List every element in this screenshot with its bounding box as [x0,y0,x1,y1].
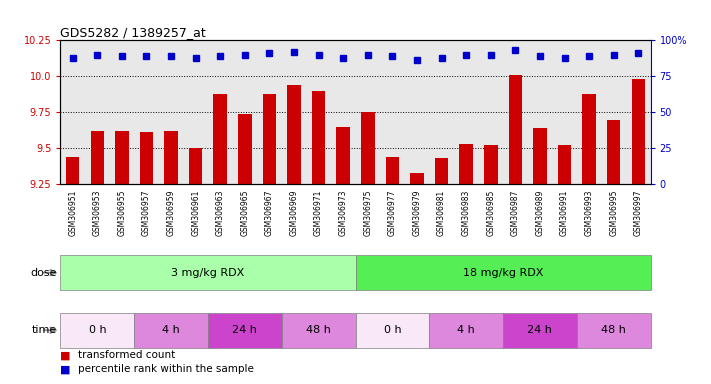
Bar [287,85,301,184]
Bar [164,131,178,184]
Text: GSM306953: GSM306953 [93,190,102,236]
Text: GSM306971: GSM306971 [314,190,323,236]
Bar [60,313,134,348]
Text: 0 h: 0 h [383,325,401,335]
Text: GSM306993: GSM306993 [584,190,594,236]
Bar [208,313,282,348]
Text: GSM306963: GSM306963 [215,190,225,236]
Bar [410,173,424,184]
Text: percentile rank within the sample: percentile rank within the sample [78,364,254,374]
Bar [429,313,503,348]
Text: GDS5282 / 1389257_at: GDS5282 / 1389257_at [60,26,206,39]
Text: GSM306983: GSM306983 [461,190,471,236]
Text: ■: ■ [60,364,71,374]
Bar [533,128,547,184]
Text: GSM306997: GSM306997 [634,190,643,236]
Bar [435,158,449,184]
Bar [577,313,651,348]
Text: GSM306951: GSM306951 [68,190,77,236]
Text: GSM306965: GSM306965 [240,190,250,236]
Text: 3 mg/kg RDX: 3 mg/kg RDX [171,268,245,278]
Text: GSM306967: GSM306967 [265,190,274,236]
Text: GSM306985: GSM306985 [486,190,496,236]
Text: 18 mg/kg RDX: 18 mg/kg RDX [463,268,543,278]
Bar [312,91,326,184]
Text: 4 h: 4 h [457,325,475,335]
Text: GSM306969: GSM306969 [289,190,299,236]
Text: GSM306959: GSM306959 [166,190,176,236]
Bar [631,79,645,184]
Bar [336,127,350,184]
Bar [361,112,375,184]
Bar [115,131,129,184]
Bar [60,255,356,290]
Text: 48 h: 48 h [602,325,626,335]
Text: GSM306979: GSM306979 [412,190,422,236]
Bar [66,157,80,184]
Bar [484,146,498,184]
Text: 4 h: 4 h [162,325,180,335]
Text: 0 h: 0 h [88,325,106,335]
Text: dose: dose [31,268,57,278]
Bar [607,119,621,184]
Text: 24 h: 24 h [232,325,257,335]
Bar [189,148,203,184]
Bar [282,313,356,348]
Bar [356,313,429,348]
Text: GSM306981: GSM306981 [437,190,446,236]
Text: GSM306955: GSM306955 [117,190,127,236]
Text: 48 h: 48 h [306,325,331,335]
Bar [213,94,227,184]
Bar [140,132,154,184]
Bar [582,94,596,184]
Bar [557,146,571,184]
Text: GSM306989: GSM306989 [535,190,545,236]
Text: GSM306957: GSM306957 [142,190,151,236]
Text: ■: ■ [60,350,71,360]
Bar [134,313,208,348]
Text: time: time [31,325,57,335]
Bar [508,75,522,184]
Bar [459,144,473,184]
Text: GSM306995: GSM306995 [609,190,618,236]
Text: GSM306961: GSM306961 [191,190,201,236]
Text: GSM306987: GSM306987 [510,190,520,236]
Text: transformed count: transformed count [78,350,176,360]
Bar [385,157,399,184]
Text: GSM306977: GSM306977 [388,190,397,236]
Text: GSM306973: GSM306973 [338,190,348,236]
Bar [262,94,276,184]
Bar [356,255,651,290]
Text: GSM306975: GSM306975 [363,190,373,236]
Bar [503,313,577,348]
Bar [238,114,252,184]
Text: GSM306991: GSM306991 [560,190,569,236]
Bar [90,131,104,184]
Text: 24 h: 24 h [528,325,552,335]
